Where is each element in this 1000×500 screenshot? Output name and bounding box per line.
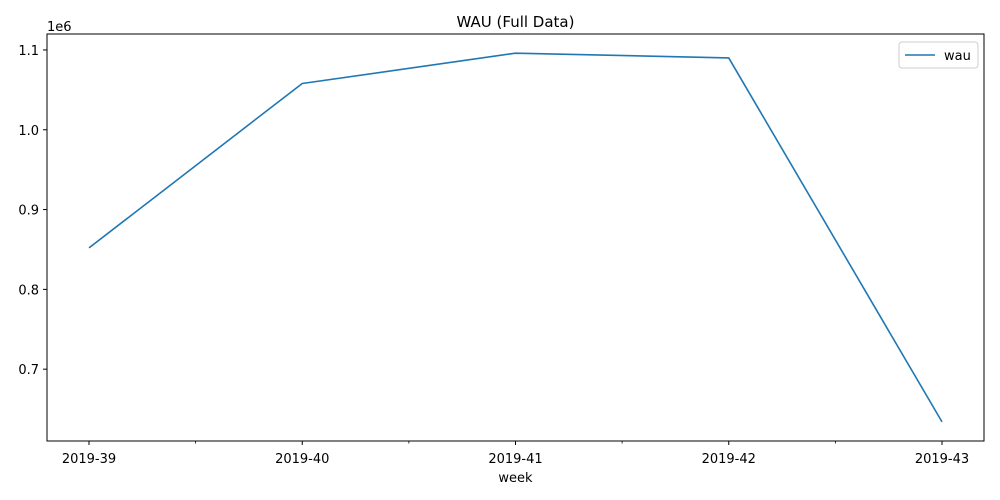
y-axis-ticks: 0.7 0.8 0.9 1.0 1.1 xyxy=(18,44,47,378)
series-layer xyxy=(88,52,943,423)
chart-title: WAU (Full Data) xyxy=(457,13,575,31)
x-axis-ticks: 2019-39 2019-40 2019-41 2019-42 2019-43 xyxy=(62,441,969,467)
series-line-wau xyxy=(88,52,943,423)
x-tick-label: 2019-43 xyxy=(915,452,969,467)
legend-box xyxy=(898,41,979,69)
plot-frame xyxy=(46,33,985,442)
legend: wau xyxy=(898,41,979,69)
y-tick-label: 0.8 xyxy=(18,283,39,298)
y-tick-label: 0.9 xyxy=(18,204,39,219)
x-tick-label: 2019-41 xyxy=(488,452,542,467)
x-tick-label: 2019-42 xyxy=(702,452,756,467)
x-tick-label: 2019-40 xyxy=(275,452,329,467)
x-tick-label: 2019-39 xyxy=(62,452,116,467)
y-tick-label: 0.7 xyxy=(18,363,39,378)
legend-label-wau: wau xyxy=(944,49,971,64)
x-axis-label: week xyxy=(498,471,533,486)
y-tick-label: 1.1 xyxy=(18,44,39,59)
y-tick-label: 1.0 xyxy=(18,124,39,139)
y-offset-text: 1e6 xyxy=(47,20,72,35)
